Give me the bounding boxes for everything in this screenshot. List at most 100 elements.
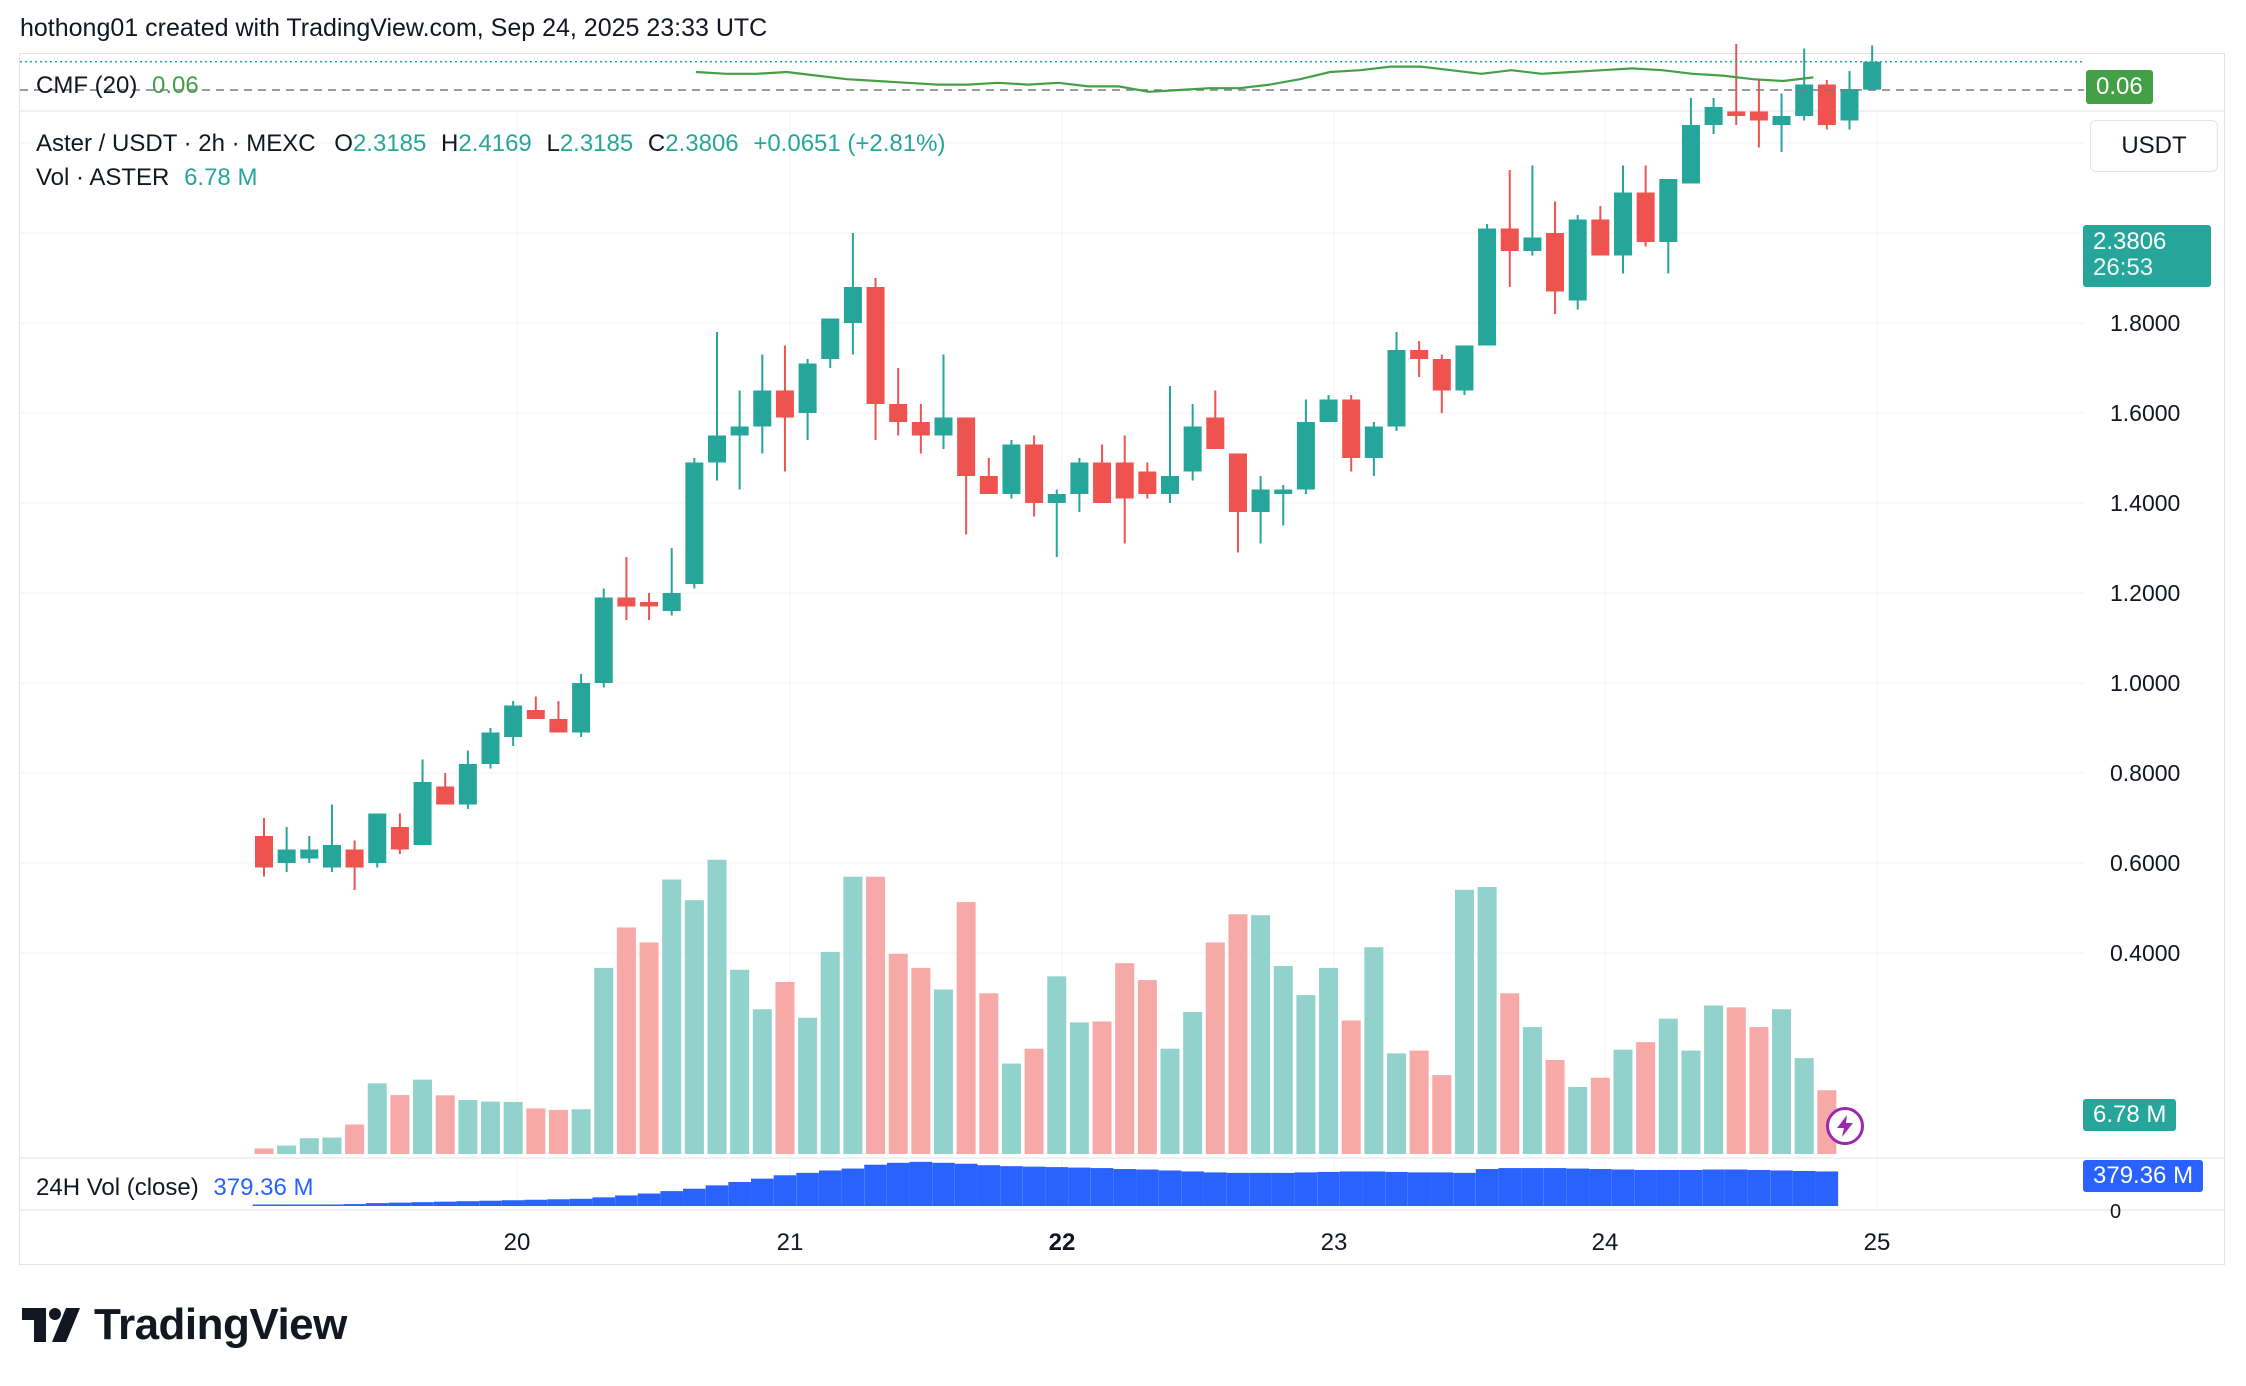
candle-body (708, 435, 726, 463)
candle-body (775, 390, 794, 418)
vol24-bar (977, 1165, 1001, 1206)
volume-bar (1681, 1050, 1701, 1154)
vol24-bar (841, 1168, 865, 1206)
vol24-bar (1113, 1169, 1136, 1206)
vol24-bar (1271, 1172, 1295, 1206)
vol24-bar (1611, 1169, 1635, 1206)
candle-body (300, 849, 319, 859)
candle-body (1364, 426, 1383, 458)
vol24-bar (501, 1200, 525, 1206)
change-value: +0.0651 (+2.81%) (753, 130, 946, 157)
high-label: H (441, 130, 459, 157)
volume-bar (571, 1109, 591, 1154)
volume-bar (1568, 1086, 1588, 1154)
volume-bar (1658, 1018, 1678, 1154)
volume-bar (548, 1109, 568, 1154)
candle-body (753, 390, 772, 427)
vol24-bar (365, 1203, 389, 1206)
y-tick-label: 1.4000 (2110, 490, 2180, 516)
vol24-bar (456, 1201, 480, 1206)
lightning-icon (1837, 1115, 1853, 1137)
x-tick-label: 23 (1321, 1229, 1348, 1256)
cmf-legend[interactable]: CMF (20) 0.06 (36, 72, 199, 100)
volume-bar (820, 951, 840, 1154)
vol24-bar (592, 1197, 616, 1206)
vol24-bar (1543, 1168, 1567, 1206)
vol24-legend[interactable]: 24H Vol (close) 379.36 M (36, 1174, 314, 1202)
vol24-bar (1181, 1171, 1204, 1206)
bar-countdown: 26:53 (2093, 254, 2154, 281)
vol24-bar (1566, 1168, 1589, 1206)
vol24-bar (343, 1204, 366, 1206)
candle-body (1319, 399, 1338, 422)
volume-bar (458, 1099, 478, 1154)
volume-bar (1772, 1009, 1792, 1154)
vol24-last-value-badge: 379.36 M (2083, 1160, 2204, 1192)
volume-bar (299, 1138, 319, 1154)
vol24-bar (524, 1199, 548, 1206)
volume-bar (1477, 887, 1497, 1154)
tradingview-logo-icon (22, 1308, 80, 1342)
volume-bar (1024, 1048, 1044, 1154)
vol24-bar (909, 1161, 933, 1206)
volume-bar (1613, 1049, 1633, 1154)
volume-value: 6.78 M (184, 164, 258, 191)
vol24-bar (1158, 1170, 1182, 1206)
candle-body (911, 422, 930, 436)
candle-body (1546, 233, 1565, 292)
candle-body (685, 462, 704, 584)
last-price-value: 2.3806 (2093, 228, 2167, 255)
candle-body (1206, 417, 1225, 449)
candle-body (526, 710, 545, 719)
volume-bar (503, 1101, 523, 1154)
candle-body (1500, 228, 1519, 251)
volume-bar (1726, 1007, 1746, 1154)
candle-body (1591, 219, 1610, 256)
vol24-bar (1634, 1170, 1657, 1206)
volume-bar (1001, 1063, 1021, 1154)
volume-bar (1092, 1021, 1112, 1154)
lightning-button[interactable] (1826, 1107, 1864, 1145)
last-price-badge: 2.3806 26:53 (2083, 225, 2211, 287)
volume-bar (1636, 1042, 1656, 1154)
volume-bar (730, 969, 750, 1154)
vol24-bar (479, 1200, 502, 1206)
candle-body (1840, 89, 1859, 121)
candle-body (640, 602, 659, 607)
symbol-legend[interactable]: Aster / USDT · 2h · MEXC O2.3185 H2.4169… (36, 130, 945, 158)
candle-body (798, 363, 817, 413)
y-tick-label: 1.6000 (2110, 400, 2180, 426)
volume-bar (616, 927, 636, 1154)
volume-bar (435, 1095, 455, 1154)
candle-body (889, 404, 908, 422)
tradingview-logo[interactable]: TradingView (22, 1300, 347, 1350)
x-tick-label: 22 (1049, 1229, 1076, 1256)
vol24-bar (954, 1163, 978, 1206)
candle-body (1863, 61, 1882, 90)
symbol-pair: Aster / USDT · 2h · MEXC (36, 130, 316, 157)
candle-body (1704, 107, 1723, 125)
candle-body (1795, 84, 1814, 116)
candle-body (1410, 350, 1429, 359)
volume-bar (345, 1124, 365, 1154)
volume-legend[interactable]: Vol · ASTER 6.78 M (36, 164, 257, 192)
volume-bar (1409, 1050, 1429, 1154)
volume-bar (277, 1145, 297, 1154)
volume-bar (798, 1017, 818, 1154)
volume-bar (390, 1095, 410, 1154)
open-value: 2.3185 (352, 130, 427, 157)
currency-button[interactable]: USDT (2090, 120, 2218, 172)
candle-body (957, 417, 976, 476)
candle-body (1772, 116, 1791, 125)
candle-body (1568, 219, 1587, 301)
vol24-bar (1475, 1169, 1499, 1206)
volume-bar (1387, 1053, 1406, 1154)
vol24-bar (252, 1204, 276, 1206)
vol24-bar (1453, 1172, 1476, 1206)
volume-bar (775, 981, 795, 1154)
vol24-bar (886, 1162, 910, 1206)
tradingview-wordmark: TradingView (94, 1300, 347, 1349)
candle-body (617, 597, 636, 607)
candle-body (481, 732, 500, 764)
